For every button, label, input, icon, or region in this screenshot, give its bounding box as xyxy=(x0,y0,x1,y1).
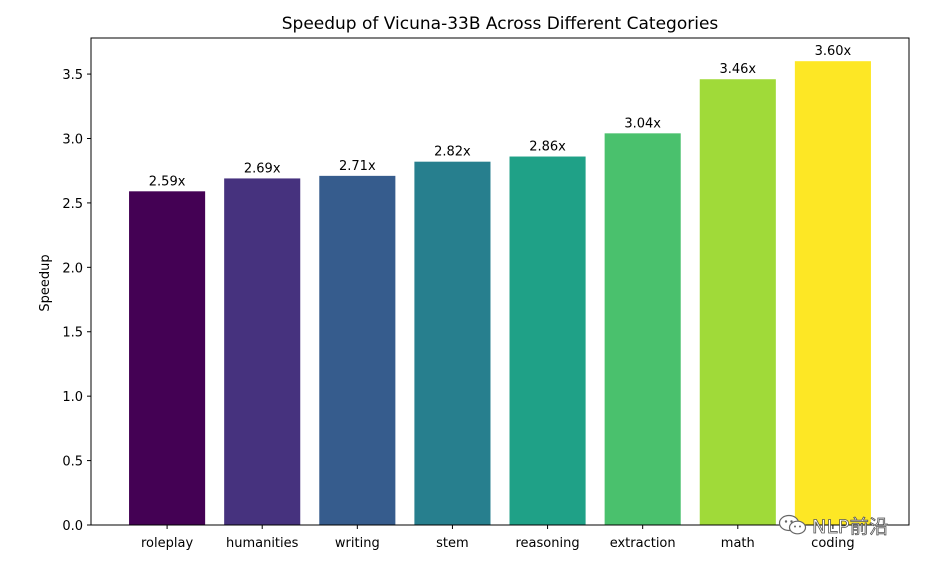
bar-reasoning xyxy=(509,156,586,525)
bar-roleplay xyxy=(129,191,206,525)
x-tick-label-extraction: extraction xyxy=(610,536,676,551)
x-axis-ticks: roleplay humanities writing stem reasoning ex… xyxy=(141,525,855,551)
x-tick-label-coding: coding xyxy=(811,536,854,551)
y-tick-label: 1.5 xyxy=(62,326,83,341)
bar-stem xyxy=(414,161,491,525)
wechat-icon xyxy=(778,514,807,535)
data-label-reasoning: 2.86x xyxy=(529,140,566,155)
bar-math xyxy=(699,79,776,526)
x-tick-label-stem: stem xyxy=(436,536,469,551)
watermark-text: NLP前沿 xyxy=(812,515,889,538)
bar-coding xyxy=(794,61,871,525)
data-label-humanities: 2.69x xyxy=(244,161,281,176)
y-tick-label: 2.0 xyxy=(62,261,83,276)
y-axis-label: Speedup xyxy=(38,254,53,311)
x-tick-label-roleplay: roleplay xyxy=(141,536,193,551)
watermark: NLP前沿 xyxy=(778,512,889,538)
y-tick-label: 3.5 xyxy=(62,68,83,83)
x-tick-label-math: math xyxy=(721,536,755,551)
y-tick-label: 2.5 xyxy=(62,197,83,212)
x-tick-label-writing: writing xyxy=(335,536,380,551)
y-tick-label: 0.0 xyxy=(62,519,83,534)
y-axis-ticks: 0.0 0.5 1.0 1.5 2.0 2.5 3.0 3.5 xyxy=(62,68,91,534)
plot-frame xyxy=(90,37,910,526)
x-tick-label-reasoning: reasoning xyxy=(516,536,580,551)
bar-extraction xyxy=(604,133,681,525)
bar-humanities xyxy=(224,178,301,525)
data-label-math: 3.46x xyxy=(719,62,756,77)
y-tick-label: 1.0 xyxy=(62,390,83,405)
data-label-coding: 3.60x xyxy=(815,44,852,59)
bars-group xyxy=(129,61,871,526)
data-label-extraction: 3.04x xyxy=(624,116,661,131)
data-labels-group: 2.59x 2.69x 2.71x 2.82x 2.86x 3.04x 3.46x 3.60x xyxy=(149,44,852,189)
bar-writing xyxy=(319,175,396,525)
y-tick-label: 3.0 xyxy=(62,132,83,147)
chart-title: Speedup of Vicuna-33B Across Different C… xyxy=(282,14,719,34)
x-tick-label-humanities: humanities xyxy=(226,536,299,551)
data-label-stem: 2.82x xyxy=(434,145,471,160)
data-label-roleplay: 2.59x xyxy=(149,174,186,189)
data-label-writing: 2.71x xyxy=(339,159,376,174)
y-tick-label: 0.5 xyxy=(62,455,83,470)
